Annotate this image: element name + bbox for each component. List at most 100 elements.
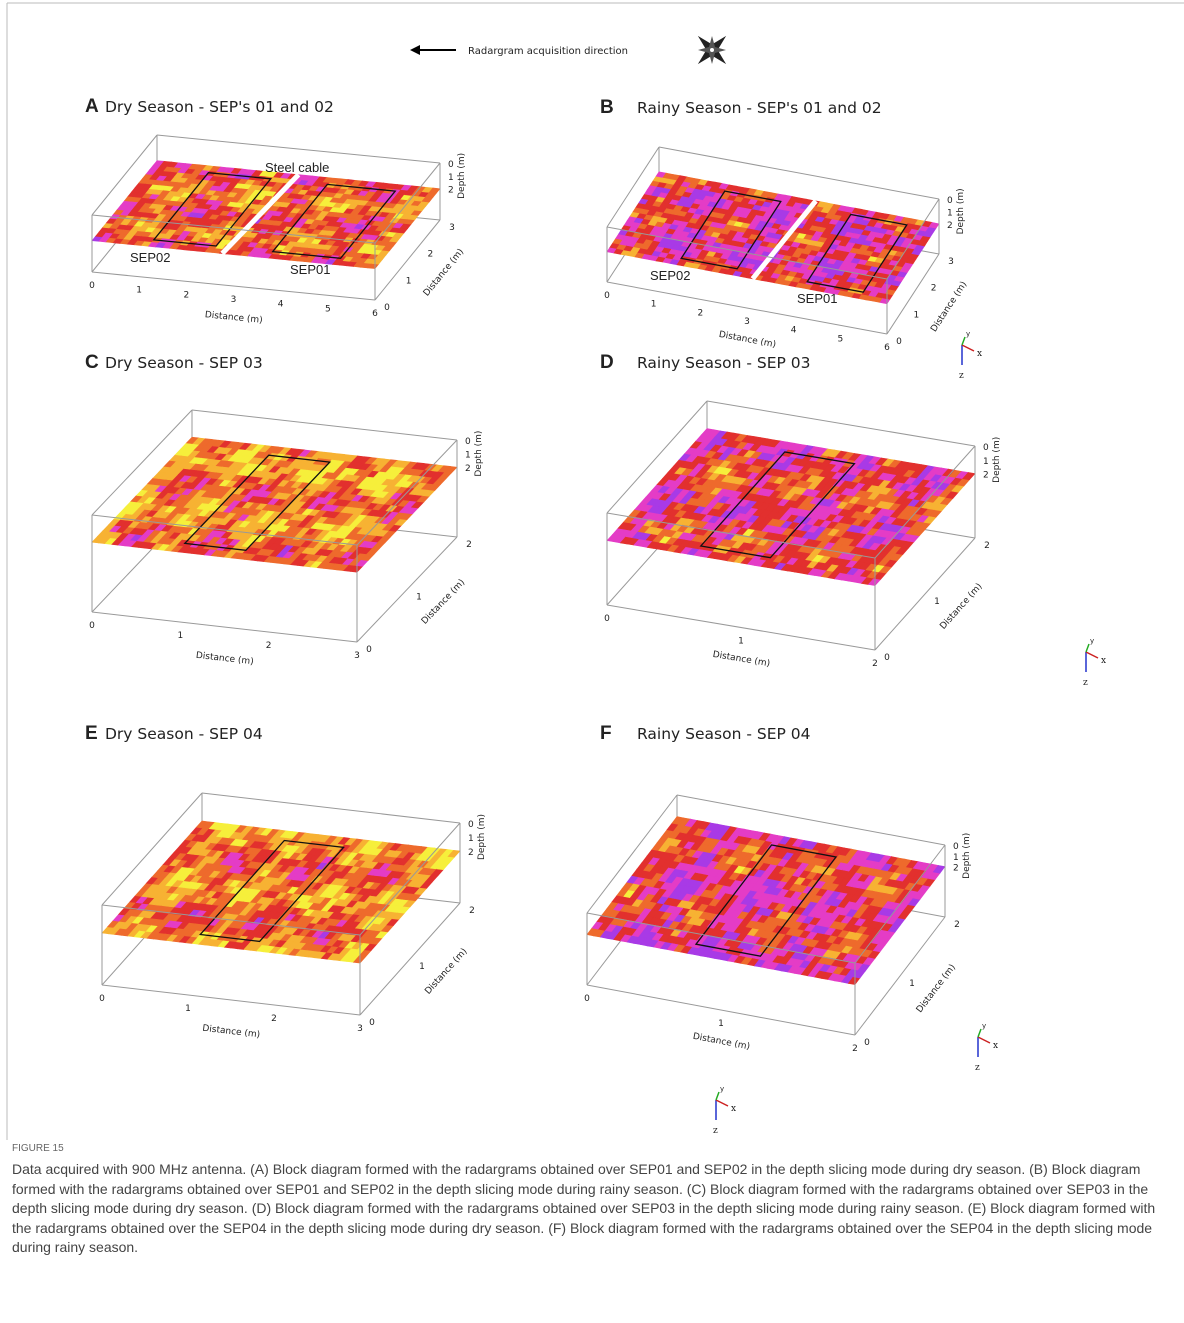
depth-tick-label: 2 (947, 221, 953, 231)
figure: Radargram acquisition direction A Dry Sea… (0, 0, 1184, 1323)
y-tick-label: 2 (466, 540, 472, 550)
depth-tick-label: 0 (448, 160, 454, 170)
triad-label: y (966, 330, 970, 338)
x-tick-label: 1 (718, 1019, 724, 1029)
annotation: SEP02 (650, 268, 690, 283)
y-axis-label: Distance (m) (938, 582, 984, 632)
x-axis-label: Distance (m) (718, 330, 777, 350)
block-diagram (607, 401, 975, 650)
y-tick-label: 2 (469, 906, 475, 916)
compass (684, 22, 741, 79)
box-edge (202, 793, 460, 823)
triad-axis (1086, 644, 1089, 652)
depth-tick-label: 2 (448, 186, 454, 196)
depth-tick-label: 1 (468, 834, 474, 844)
block-diagram (92, 410, 457, 642)
orientation-triad: xyz (975, 1022, 998, 1073)
x-tick-label: 1 (185, 1004, 191, 1014)
x-tick-label: 6 (372, 309, 378, 319)
panel-letter: C (85, 352, 99, 373)
depth-tick-label: 1 (953, 853, 959, 863)
panel-letter: E (85, 723, 98, 744)
caption-text: Data acquired with 900 MHz antenna. (A) … (12, 1160, 1162, 1258)
depth-axis-label: Depth (m) (474, 431, 484, 477)
depth-tick-label: 1 (983, 457, 989, 467)
triad-label: x (1101, 656, 1106, 666)
triad-axis (1086, 652, 1098, 658)
y-tick-label: 0 (384, 303, 390, 313)
depth-tick-label: 0 (468, 820, 474, 830)
panel-letter: A (85, 96, 99, 117)
block-diagram (102, 793, 460, 1015)
y-axis-label: Distance (m) (915, 963, 958, 1015)
y-tick-label: 1 (416, 593, 422, 603)
x-tick-label: 5 (837, 334, 843, 344)
x-tick-label: 2 (697, 308, 703, 318)
box-edge (102, 985, 360, 1015)
annotation: Steel cable (265, 160, 329, 175)
depth-axis-label: Depth (m) (457, 153, 467, 199)
block-diagram (607, 147, 939, 334)
x-tick-label: 1 (177, 631, 183, 641)
x-axis-label: Distance (m) (712, 650, 771, 669)
triad-axis (962, 337, 965, 345)
y-tick-label: 2 (954, 920, 960, 930)
x-tick-label: 3 (231, 295, 237, 305)
panel-letter: B (600, 97, 614, 118)
x-tick-label: 0 (584, 994, 590, 1004)
x-tick-label: 6 (884, 343, 890, 353)
y-tick-label: 1 (406, 276, 412, 286)
x-tick-label: 0 (89, 281, 95, 291)
triad-label: z (1083, 678, 1088, 688)
triad-axis (716, 1092, 719, 1100)
depth-slice (607, 172, 939, 304)
triad-label: y (1090, 637, 1094, 645)
depth-axis-label: Depth (m) (477, 814, 487, 860)
depth-tick-label: 0 (983, 443, 989, 453)
triad-label: x (993, 1041, 998, 1051)
x-axis-label: Distance (m) (195, 651, 254, 667)
panel-title: Dry Season - SEP 04 (105, 725, 263, 743)
y-axis-label: Distance (m) (420, 578, 467, 627)
y-tick-label: 2 (984, 541, 990, 551)
orientation-triad: x y z (713, 1085, 736, 1136)
x-tick-label: 5 (325, 304, 331, 314)
box-edge (157, 135, 440, 163)
depth-tick-label: 2 (983, 471, 989, 481)
x-tick-label: 1 (738, 637, 744, 647)
y-tick-label: 3 (948, 257, 954, 267)
y-tick-label: 0 (864, 1038, 870, 1048)
triad-label: y (982, 1022, 986, 1030)
x-axis-label: Distance (m) (204, 310, 263, 326)
x-axis-label: Distance (m) (202, 1024, 261, 1041)
x-axis-label: Distance (m) (692, 1032, 751, 1052)
y-tick-label: 1 (419, 962, 425, 972)
y-tick-label: 1 (913, 310, 919, 320)
x-tick-label: 1 (651, 300, 657, 310)
x-tick-label: 2 (872, 659, 878, 669)
depth-axis-label: Depth (m) (956, 188, 966, 234)
x-tick-label: 3 (744, 317, 750, 327)
depth-tick-label: 0 (953, 842, 959, 852)
panel-title: Rainy Season - SEP 04 (637, 725, 811, 743)
y-tick-label: 2 (931, 284, 937, 294)
triad-label: z (713, 1126, 718, 1136)
x-tick-label: 4 (278, 300, 284, 310)
x-tick-label: 3 (354, 651, 360, 661)
panel-title: Dry Season - SEP's 01 and 02 (105, 98, 334, 116)
panel-letter: D (600, 352, 614, 373)
depth-axis-label: Depth (m) (992, 437, 1002, 483)
x-tick-label: 2 (271, 1014, 277, 1024)
depth-tick-label: 2 (953, 864, 959, 874)
panel-title: Rainy Season - SEP 03 (637, 354, 811, 372)
triad-label: x (977, 349, 982, 359)
triad-label: x (731, 1104, 736, 1114)
y-tick-label: 0 (369, 1018, 375, 1028)
y-axis-label: Distance (m) (423, 947, 469, 997)
depth-tick-label: 1 (448, 173, 454, 183)
depth-tick-label: 0 (947, 196, 953, 206)
x-tick-label: 2 (266, 641, 272, 651)
x-tick-label: 2 (852, 1044, 858, 1054)
triad-label: y (720, 1085, 724, 1093)
direction-label: Radargram acquisition direction (468, 46, 628, 57)
